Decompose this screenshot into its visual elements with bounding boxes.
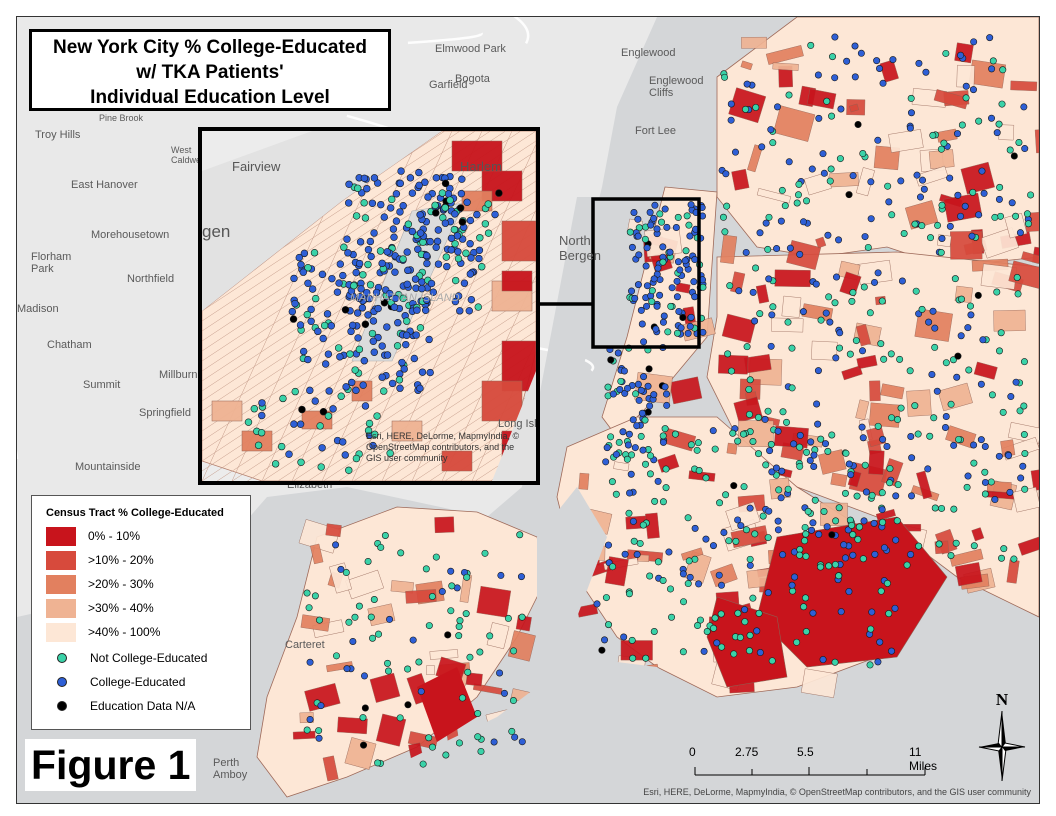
inset-map: Fairview gen Harlem Long Island City MANHATT…	[202, 131, 536, 481]
inset-place-label: gen	[202, 222, 230, 241]
place-label: Garfield	[429, 79, 468, 91]
legend-dot-icon	[57, 677, 67, 687]
legend-swatch	[46, 526, 76, 546]
inset-place-label: MANHATTAN ISLAND	[350, 292, 460, 304]
legend-class-40-100: >40% - 100%	[46, 622, 160, 642]
map-title-line-2: w/ TKA Patients'	[136, 62, 284, 83]
scale-bar: 0 2.75 5.5 11 Miles	[689, 745, 949, 785]
figure-label: Figure 1	[25, 739, 197, 791]
legend-point-na: Education Data N/A	[46, 696, 195, 716]
map-title: New York City % College-Educated w/ TKA …	[29, 29, 391, 111]
place-label: Northfield	[127, 273, 175, 285]
place-label: Florham Park	[31, 251, 72, 275]
scale-tick-label: 0	[689, 745, 696, 759]
legend-class-30-40: >30% - 40%	[46, 598, 154, 618]
scale-bar-line	[694, 767, 926, 776]
map-frame[interactable]: Elmwood Park Englewood Bogota Garfield Engle…	[16, 16, 1040, 804]
north-arrow-icon: N	[978, 690, 1026, 782]
place-label: Bogota	[455, 73, 490, 85]
place-label: Summit	[83, 379, 121, 391]
legend-class-20-30: >20% - 30%	[46, 574, 154, 594]
place-label: Englewood	[621, 47, 676, 59]
legend-class-10-20: >10% - 20%	[46, 550, 154, 570]
place-label: Springfield	[139, 407, 191, 419]
place-label: East Hanover	[71, 179, 138, 191]
map-title-line-3: Individual Education Level	[90, 87, 330, 108]
place-label: Troy Hills	[35, 129, 81, 141]
map-title-line-1: New York City % College-Educated	[53, 37, 367, 58]
place-label: Carteret	[285, 639, 325, 651]
place-label: North Bergen	[559, 233, 601, 263]
legend: Census Tract % College-Educated 0% - 10%…	[31, 495, 251, 730]
scale-tick-label: 2.75	[735, 745, 759, 759]
north-label: N	[996, 690, 1009, 709]
inset-attribution: Esri, HERE, DeLorme, MapmyIndia, © OpenS…	[366, 431, 520, 463]
place-label: West Caldwell	[171, 145, 206, 165]
legend-class-label: 0% - 10%	[88, 529, 141, 543]
legend-class-label: >30% - 40%	[88, 601, 154, 615]
legend-class-0-10: 0% - 10%	[46, 526, 140, 546]
place-label: Mountainside	[75, 461, 141, 473]
legend-swatch	[46, 550, 76, 570]
legend-swatch	[46, 622, 76, 642]
inset-place-label: Harlem	[460, 159, 502, 174]
attribution: Esri, HERE, DeLorme, MapmyIndia, © OpenS…	[643, 787, 1031, 797]
legend-point-college: College-Educated	[46, 672, 185, 692]
legend-class-label: >20% - 30%	[88, 577, 154, 591]
place-label: Fort Lee	[635, 125, 676, 137]
scale-tick-label: 11 Miles	[909, 745, 938, 773]
legend-class-label: >10% - 20%	[88, 553, 154, 567]
legend-point-label: College-Educated	[90, 675, 186, 689]
inset-place-label: Long Island City	[498, 418, 536, 430]
legend-swatch	[46, 574, 76, 594]
place-label: Chatham	[47, 339, 92, 351]
legend-class-label: >40% - 100%	[88, 625, 161, 639]
scale-tick-label: 5.5	[797, 745, 814, 759]
legend-point-label: Not College-Educated	[90, 651, 208, 665]
legend-swatch	[46, 598, 76, 618]
place-label: Madison	[17, 303, 59, 315]
place-label: Millburn	[159, 369, 198, 381]
legend-dot-icon	[57, 701, 67, 711]
inset-place-label: Fairview	[232, 159, 281, 174]
place-label: Englewood Cliffs	[649, 75, 704, 99]
legend-point-label: Education Data N/A	[90, 699, 196, 713]
place-label: Elmwood Park	[435, 43, 506, 55]
place-label: Morehousetown	[91, 229, 170, 241]
legend-title: Census Tract % College-Educated	[46, 507, 224, 519]
legend-dot-icon	[57, 653, 67, 663]
place-label: Pine Brook	[99, 113, 144, 123]
manhattan-inset: Fairview gen Harlem Long Island City MANHATT…	[198, 127, 540, 485]
place-label: Perth Amboy	[213, 757, 248, 781]
legend-point-not-college: Not College-Educated	[46, 648, 207, 668]
